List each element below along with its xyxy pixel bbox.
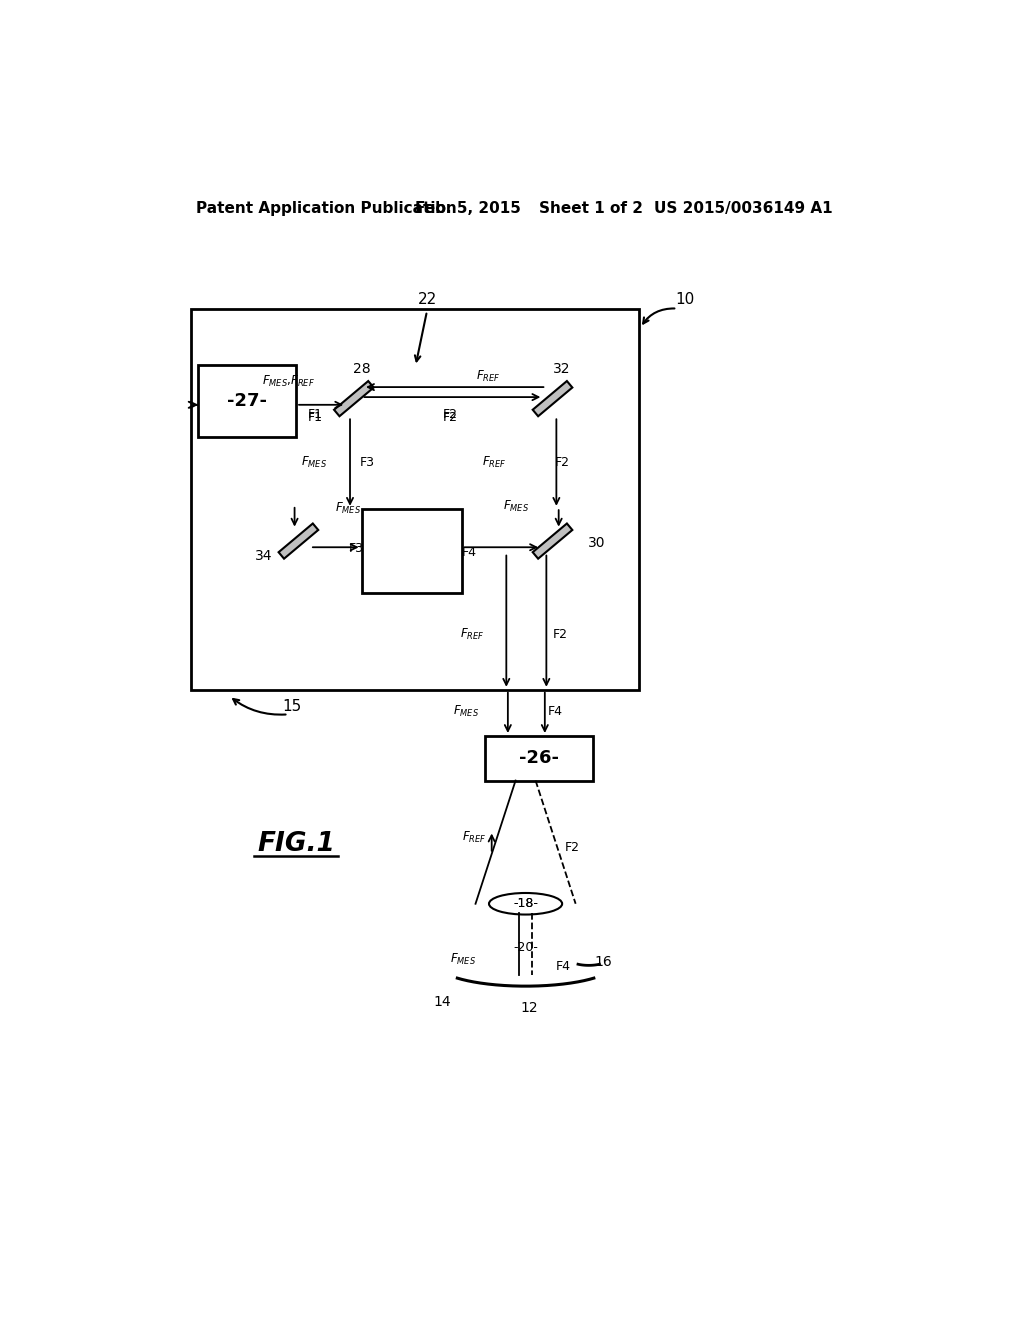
Text: US 2015/0036149 A1: US 2015/0036149 A1: [654, 201, 833, 216]
Text: F1: F1: [308, 408, 323, 421]
Text: -18-: -18-: [513, 898, 538, 911]
Text: Feb. 5, 2015: Feb. 5, 2015: [416, 201, 521, 216]
Text: Sheet 1 of 2: Sheet 1 of 2: [539, 201, 643, 216]
Text: Patent Application Publication: Patent Application Publication: [196, 201, 457, 216]
Text: F2: F2: [442, 412, 458, 425]
Text: F4: F4: [556, 961, 570, 973]
Text: -18-: -18-: [513, 898, 538, 911]
Polygon shape: [279, 524, 318, 558]
Bar: [199, 364, 296, 437]
Text: 12: 12: [520, 1001, 539, 1015]
Text: F2: F2: [553, 628, 567, 640]
Text: $F_{MES}$: $F_{MES}$: [454, 704, 479, 719]
Text: -20-: -20-: [513, 941, 538, 954]
Text: F1: F1: [308, 412, 323, 425]
Text: F2: F2: [554, 455, 569, 469]
Text: 16: 16: [595, 956, 612, 969]
Text: $F_{MES}$: $F_{MES}$: [451, 952, 476, 966]
Text: 30: 30: [588, 536, 605, 550]
Bar: [484, 737, 593, 780]
Polygon shape: [532, 381, 572, 416]
Text: F3: F3: [348, 543, 364, 556]
Text: F4: F4: [548, 705, 563, 718]
Text: 32: 32: [553, 362, 570, 376]
Text: 10: 10: [676, 292, 694, 306]
Text: $F_{REF}$: $F_{REF}$: [462, 830, 486, 845]
Text: F2: F2: [442, 408, 458, 421]
Text: $F_{REF}$: $F_{REF}$: [460, 627, 484, 642]
Text: FIG.1: FIG.1: [257, 830, 335, 857]
Text: -26-: -26-: [519, 750, 559, 767]
Bar: [361, 508, 462, 594]
Text: F2: F2: [565, 841, 580, 854]
Text: -27-: -27-: [227, 392, 267, 411]
Text: $F_{MES}$: $F_{MES}$: [503, 499, 528, 513]
Bar: [190, 309, 639, 689]
Ellipse shape: [489, 894, 562, 915]
Polygon shape: [532, 524, 572, 558]
Text: $F_{REF}$: $F_{REF}$: [476, 368, 501, 384]
Text: 34: 34: [255, 549, 272, 564]
Text: 28: 28: [352, 362, 371, 376]
Text: $F_{MES}$: $F_{MES}$: [301, 455, 327, 470]
Text: $F_{MES}$: $F_{MES}$: [336, 502, 361, 516]
Text: 15: 15: [283, 700, 302, 714]
Text: 14: 14: [433, 994, 452, 1008]
Text: 22: 22: [418, 292, 436, 306]
Text: F3: F3: [360, 455, 375, 469]
Polygon shape: [334, 381, 374, 416]
Text: F4: F4: [462, 546, 477, 560]
Text: $F_{MES}$,$F_{REF}$: $F_{MES}$,$F_{REF}$: [262, 374, 314, 389]
Text: $F_{REF}$: $F_{REF}$: [482, 455, 506, 470]
